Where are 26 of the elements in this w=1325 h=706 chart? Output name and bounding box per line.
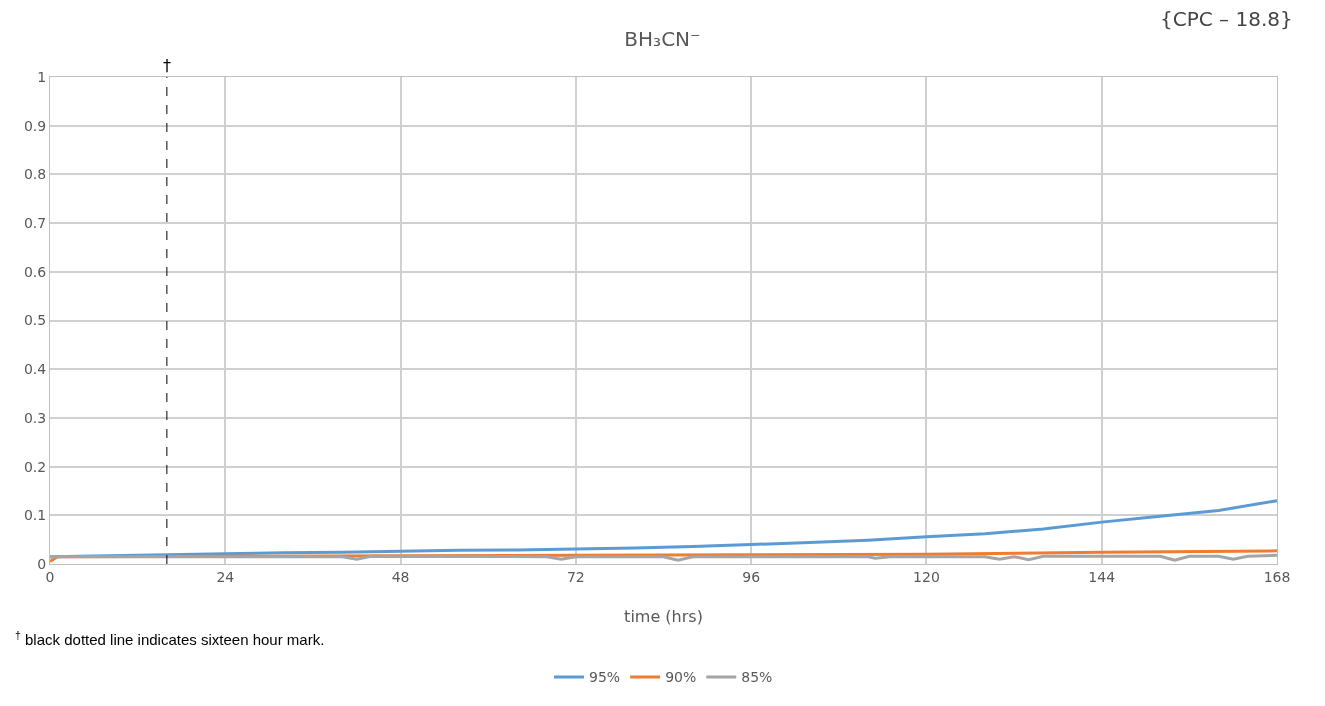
y-tick-label: 0 <box>37 555 47 572</box>
x-tick-label: 48 <box>391 568 410 585</box>
text: $^{†}$ black dotted line indicates sixteen hour mark. <box>15 629 325 649</box>
x-tick-label: 120 <box>913 568 940 585</box>
text: {CPC – 18.8} <box>1160 7 1293 31</box>
x-axis-title: time (hrs) <box>624 607 703 626</box>
y-tick-label: 0.8 <box>23 166 47 183</box>
y-tick-label: 0.1 <box>23 507 47 524</box>
y-tick-label: 0.6 <box>23 263 47 280</box>
ref-line-label: † <box>163 56 171 75</box>
x-tick-label: 24 <box>216 568 235 585</box>
y-tick-label: 0.5 <box>23 312 47 329</box>
y-tick-label: 1 <box>37 68 47 85</box>
x-tick-label: 96 <box>742 568 761 585</box>
y-tick-label: 0.2 <box>23 458 47 475</box>
x-tick-label: 168 <box>1263 568 1291 585</box>
legend-label: 95% <box>589 669 621 686</box>
y-tick-label: 0.3 <box>23 409 47 426</box>
x-tick-label: 144 <box>1088 568 1116 585</box>
legend-label: 90% <box>665 669 697 686</box>
y-tick-label: 0.9 <box>23 117 47 134</box>
legend-label: 85% <box>741 669 773 686</box>
y-tick-label: 0.7 <box>23 215 47 231</box>
y-tick-label: 0.4 <box>23 361 47 378</box>
x-tick-label: 72 <box>566 568 585 585</box>
chart-title: BH₃CN⁻ <box>624 26 701 51</box>
